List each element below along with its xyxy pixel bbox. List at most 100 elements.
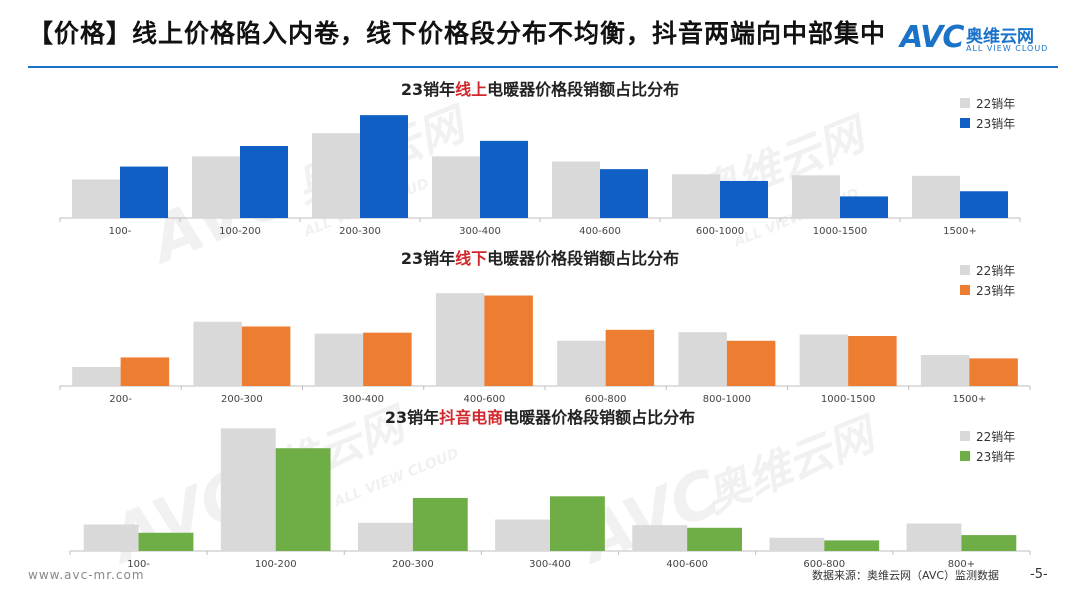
bar-s22-600-800 xyxy=(769,537,825,551)
x-tick-label: 100-200 xyxy=(219,226,261,237)
bar-s22-800+ xyxy=(906,523,962,551)
bar-s22-200-300 xyxy=(312,133,360,218)
x-tick-label: 300-400 xyxy=(342,394,384,405)
bar-s22-300-400 xyxy=(314,333,364,386)
legend-swatch xyxy=(960,285,970,295)
footer-url: www.avc-mr.com xyxy=(28,568,145,582)
bar-s23-400-600 xyxy=(484,295,533,386)
bar-s22-100-200 xyxy=(220,428,276,551)
chart-title-offline: 23销年线下电暖器价格段销额占比分布 xyxy=(0,245,1080,269)
bar-s22-300-400 xyxy=(495,519,550,551)
bar-s23-100-200 xyxy=(240,146,288,218)
douyin-price-chart: 100- 100-200 200-300 300-400 400-600 600-800 8… xyxy=(69,428,1031,570)
x-tick-label: 600-1000 xyxy=(696,226,744,237)
legend-item: 22销年 xyxy=(960,93,1015,113)
bar-s22-600-800 xyxy=(557,340,606,386)
legend-item: 23销年 xyxy=(960,113,1015,133)
offline-price-chart: 200- 200-300 300-400 400-600 600-800 800-1000… xyxy=(59,293,1031,405)
bar-s23-300-400 xyxy=(363,332,412,386)
bar-s23-100- xyxy=(138,532,194,551)
legend-online: 22销年 23销年 xyxy=(960,93,1015,133)
x-tick-label: 200-300 xyxy=(392,559,434,570)
chart-title-highlight: 线下 xyxy=(455,249,488,268)
bar-s22-200-300 xyxy=(358,522,413,551)
bar-s23-200-300 xyxy=(241,326,291,386)
bar-s23-600-800 xyxy=(605,329,655,386)
legend-offline: 22销年 23销年 xyxy=(960,260,1015,300)
x-tick-label: 300-400 xyxy=(529,559,571,570)
legend-swatch xyxy=(960,98,970,108)
bar-s22-1500+ xyxy=(920,355,970,386)
bar-s23-100- xyxy=(120,166,168,218)
x-tick-label: 200-300 xyxy=(221,394,263,405)
legend-item: 23销年 xyxy=(960,446,1015,466)
bar-s22-800-1000 xyxy=(678,332,727,386)
data-source: 数据来源：奥维云网（AVC）监测数据 xyxy=(812,569,1000,582)
bar-s23-1000-1500 xyxy=(840,196,888,218)
x-tick-label: 1000-1500 xyxy=(813,226,868,237)
chart-title-douyin: 23销年抖音电商电暖器价格段销额占比分布 xyxy=(0,404,1080,428)
x-tick-label: 1000-1500 xyxy=(821,394,876,405)
page-title: 【价格】线上价格陷入内卷，线下价格段分布不均衡，抖音两端向中部集中 xyxy=(28,19,887,48)
legend-swatch xyxy=(960,265,970,275)
bar-s23-100-200 xyxy=(275,448,331,551)
x-tick-label: 100- xyxy=(109,226,132,237)
logo-cn: 奥维云网 xyxy=(966,27,1034,47)
x-tick-label: 200- xyxy=(109,394,132,405)
chart-title-prefix: 23销年 xyxy=(400,80,456,99)
bar-s23-600-800 xyxy=(824,540,880,551)
chart-title-suffix: 电暖器价格段销额占比分布 xyxy=(487,80,680,99)
legend-douyin: 22销年 23销年 xyxy=(960,426,1015,466)
legend-label: 22销年 xyxy=(976,263,1016,278)
avc-logo: AVC 奥维云网 ALL VIEW CLOUD xyxy=(900,20,1060,60)
chart-title-suffix: 电暖器价格段销额占比分布 xyxy=(503,408,696,427)
legend-label: 23销年 xyxy=(976,449,1016,464)
bar-s22-200-300 xyxy=(193,321,242,386)
legend-item: 23销年 xyxy=(960,280,1015,300)
chart-title-suffix: 电暖器价格段销额占比分布 xyxy=(487,249,680,268)
x-tick-label: 100- xyxy=(127,559,150,570)
legend-swatch xyxy=(960,118,970,128)
bar-s23-800-1000 xyxy=(726,340,776,386)
x-tick-label: 400-600 xyxy=(666,559,708,570)
title-divider xyxy=(28,66,1058,68)
legend-swatch xyxy=(960,431,970,441)
bar-s23-300-400 xyxy=(480,140,528,218)
bar-s23-1000-1500 xyxy=(848,336,897,386)
legend-label: 23销年 xyxy=(976,116,1016,131)
legend-label: 23销年 xyxy=(976,283,1016,298)
bar-s22-100-200 xyxy=(192,156,240,218)
x-tick-label: 800+ xyxy=(948,559,975,570)
bar-s22-1500+ xyxy=(912,175,960,218)
legend-swatch xyxy=(960,451,970,461)
x-tick-label: 800-1000 xyxy=(703,394,751,405)
bar-s22-100- xyxy=(83,524,139,551)
chart-title-prefix: 23销年 xyxy=(400,249,456,268)
bar-s23-400-600 xyxy=(687,527,742,551)
chart-title-prefix: 23销年 xyxy=(384,408,440,427)
x-tick-label: 600-800 xyxy=(803,559,845,570)
online-price-chart: 100- 100-200 200-300 300-400 400-600 600-1000… xyxy=(59,115,1021,237)
bar-s22-600-1000 xyxy=(672,174,720,218)
logo-en: ALL VIEW CLOUD xyxy=(966,44,1049,53)
bar-s23-200-300 xyxy=(360,115,408,218)
bar-s22-400-600 xyxy=(435,293,485,386)
x-tick-label: 1500+ xyxy=(952,394,986,405)
bar-s23-300-400 xyxy=(550,496,605,551)
bar-s23-800+ xyxy=(961,535,1017,551)
bar-s23-400-600 xyxy=(600,169,648,218)
bar-s23-600-1000 xyxy=(720,180,768,218)
bar-s22-400-600 xyxy=(552,161,600,218)
bar-s22-1000-1500 xyxy=(792,175,840,218)
bar-s22-200- xyxy=(72,366,121,386)
x-tick-label: 200-300 xyxy=(339,226,381,237)
legend-item: 22销年 xyxy=(960,260,1015,280)
bar-s23-1500+ xyxy=(969,358,1018,386)
bar-s22-300-400 xyxy=(432,156,480,218)
bar-s22-100- xyxy=(72,179,120,218)
bar-s23-1500+ xyxy=(960,191,1008,218)
x-tick-label: 400-600 xyxy=(579,226,621,237)
chart-title-highlight: 线上 xyxy=(455,80,488,99)
x-tick-label: 1500+ xyxy=(943,226,977,237)
legend-label: 22销年 xyxy=(976,429,1016,444)
